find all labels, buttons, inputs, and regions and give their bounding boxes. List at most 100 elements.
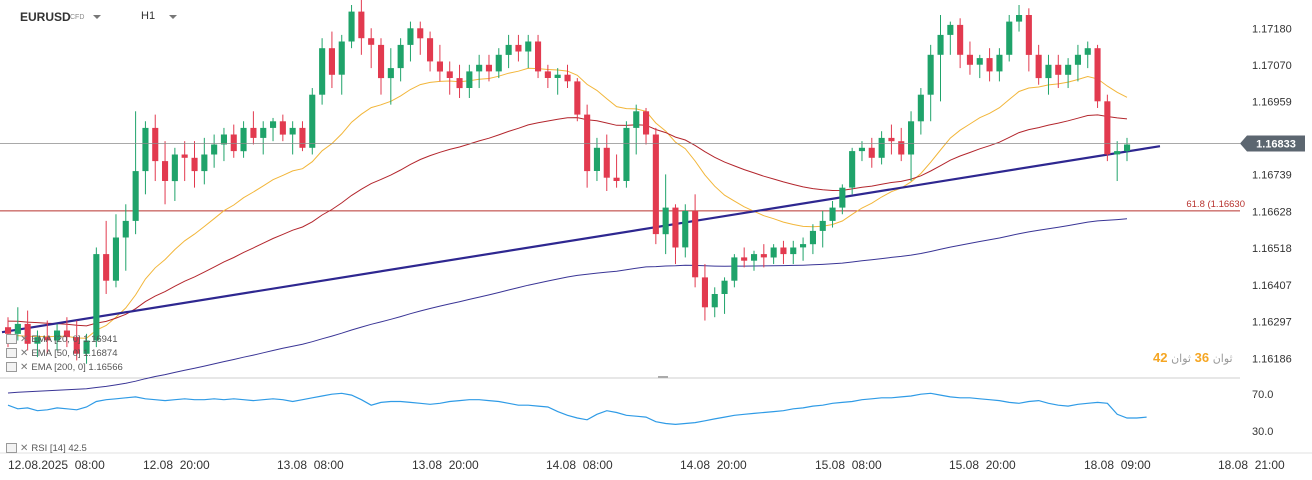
candle — [908, 111, 915, 182]
candle — [741, 247, 748, 268]
candle-body — [623, 127, 630, 181]
candle — [574, 78, 581, 122]
candle-body — [485, 64, 492, 72]
ema50-line — [7, 114, 1128, 327]
symbol-label[interactable]: EURUSD — [20, 10, 71, 24]
candle-body — [1016, 15, 1023, 22]
rsi-axis-tick: 70.0 — [1252, 389, 1273, 401]
candle-body — [849, 151, 856, 188]
candle-body — [103, 254, 110, 281]
candle-body — [476, 64, 483, 72]
candle-body — [1035, 54, 1042, 79]
candle — [250, 111, 257, 145]
candle — [358, 0, 365, 55]
candle — [554, 68, 561, 95]
candle-body — [1124, 144, 1131, 152]
candle — [436, 44, 443, 82]
candle-body — [152, 127, 159, 162]
candle-body — [338, 41, 345, 75]
candle-body — [299, 127, 306, 148]
candle-body — [191, 157, 198, 172]
candle — [122, 204, 129, 271]
candle-body — [898, 141, 905, 155]
ema200-close-icon[interactable]: ✕ — [20, 361, 29, 373]
candle-body — [328, 48, 335, 75]
ema20-line — [7, 67, 1128, 339]
candle-body — [1074, 54, 1081, 65]
ema20-settings-icon[interactable] — [6, 334, 17, 344]
rsi-legend[interactable]: ✕ RSI [14] 42.5 — [6, 442, 87, 454]
candle-body — [809, 230, 816, 245]
candle — [937, 14, 944, 102]
pane-resize-handle[interactable] — [658, 376, 668, 378]
candle — [535, 34, 542, 79]
price-axis-tick: 1.16297 — [1252, 317, 1292, 329]
candle-body — [417, 28, 424, 39]
candle-body — [672, 207, 679, 248]
candle — [63, 317, 70, 348]
candle — [289, 121, 296, 155]
candle-body — [751, 254, 758, 261]
candle — [613, 154, 620, 188]
candle-body — [142, 127, 149, 172]
ema20-close-icon[interactable]: ✕ — [20, 333, 29, 345]
ema200-legend[interactable]: ✕ EMA [200, 0] 1.16566 — [6, 361, 123, 373]
timeframe-dropdown-icon[interactable] — [169, 15, 177, 19]
price-axis-tick: 1.16628 — [1252, 207, 1292, 219]
candle — [760, 244, 767, 268]
ema50-close-icon[interactable]: ✕ — [20, 347, 29, 359]
candle-body — [260, 127, 267, 138]
candle-body — [1094, 48, 1101, 102]
candle — [211, 134, 218, 168]
rsi-close-icon[interactable]: ✕ — [20, 442, 29, 454]
candle-body — [1055, 64, 1062, 75]
rsi-line — [7, 392, 1147, 426]
candle — [112, 214, 119, 288]
ema50-legend[interactable]: ✕ EMA [50, 0] 1.16874 — [6, 347, 117, 359]
candle-body — [662, 207, 669, 235]
candle-body — [1104, 101, 1111, 155]
candle — [1006, 14, 1013, 62]
candle — [868, 137, 875, 168]
ema200-settings-icon[interactable] — [6, 362, 17, 372]
timeframe-label[interactable]: H1 — [141, 10, 156, 22]
rsi-settings-icon[interactable] — [6, 443, 17, 453]
candle — [819, 210, 826, 248]
candle — [731, 254, 738, 288]
candle-body — [525, 41, 532, 52]
candle-body — [937, 34, 944, 55]
rsi-legend-text: RSI [14] 42.5 — [31, 442, 87, 454]
candle — [701, 264, 708, 321]
candle-body — [1065, 64, 1072, 75]
ema50-settings-icon[interactable] — [6, 348, 17, 358]
candle — [230, 124, 237, 158]
candle — [1045, 54, 1052, 95]
candle — [927, 44, 934, 122]
candle — [633, 104, 640, 155]
candle-body — [1114, 151, 1121, 155]
candle — [917, 88, 924, 135]
candle-body — [250, 127, 257, 138]
candle — [643, 107, 650, 145]
candle-body — [780, 247, 787, 255]
symbol-dropdown-icon[interactable] — [93, 15, 101, 19]
candle — [378, 38, 385, 95]
ema20-legend[interactable]: ✕ EMA [20, 0] 1.16941 — [6, 333, 117, 345]
candle — [780, 240, 787, 265]
candle — [603, 134, 610, 191]
candle-countdown: 42 ثوان 36 ثوان — [1153, 350, 1233, 365]
candle — [662, 174, 669, 255]
candle-body — [839, 187, 846, 208]
candle-body — [171, 154, 178, 182]
candle-body — [397, 44, 404, 69]
price-axis-tick: 1.16959 — [1252, 97, 1292, 109]
candle-body — [800, 244, 807, 248]
candle-body — [230, 134, 237, 152]
candle-body — [996, 54, 1003, 72]
candle-body — [122, 220, 129, 238]
candle-body — [211, 144, 218, 155]
price-axis-tick: 1.16407 — [1252, 280, 1292, 292]
candle-body — [829, 207, 836, 221]
candle-body — [819, 220, 826, 231]
